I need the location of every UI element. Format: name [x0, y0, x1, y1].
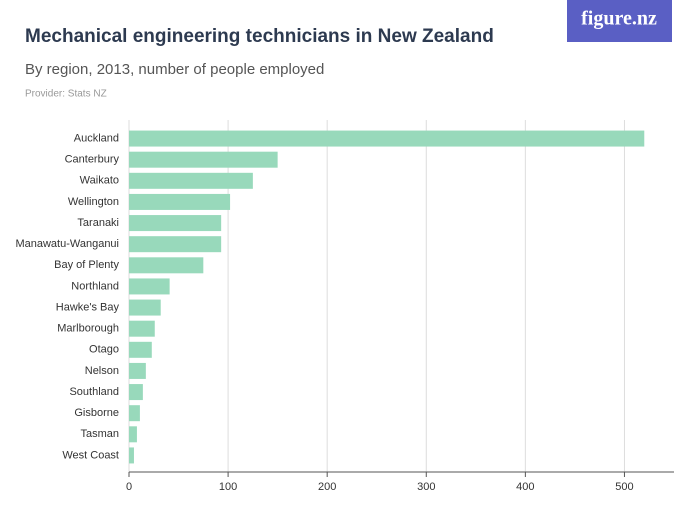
y-tick-label: Canterbury	[65, 154, 120, 166]
bar	[129, 299, 161, 316]
y-tick-label: Manawatu-Wanganui	[15, 238, 119, 250]
x-tick-label: 400	[516, 481, 534, 493]
y-tick-label: Otago	[89, 344, 119, 356]
bar	[129, 447, 134, 464]
bar	[129, 215, 222, 232]
bar	[129, 426, 137, 443]
bar	[129, 236, 222, 253]
logo[interactable]: figure.nz	[581, 8, 657, 30]
y-tick-label: Wellington	[68, 196, 119, 208]
chart-subtitle: By region, 2013, number of people employ…	[25, 61, 324, 78]
bar	[129, 193, 231, 210]
x-tick-label: 500	[615, 481, 633, 493]
bar	[129, 320, 155, 337]
y-tick-label: West Coast	[62, 449, 119, 461]
bar	[129, 362, 146, 379]
provider: Provider: Stats NZ	[25, 89, 107, 100]
y-tick-label: Gisborne	[74, 407, 119, 419]
y-tick-label: Bay of Plenty	[54, 259, 119, 271]
bar	[129, 151, 278, 168]
bar	[129, 278, 170, 295]
y-tick-label: Southland	[69, 386, 119, 398]
x-tick-label: 300	[417, 481, 435, 493]
y-tick-label: Tasman	[80, 428, 119, 440]
y-tick-label: Nelson	[85, 365, 119, 377]
bar	[129, 172, 253, 189]
x-tick-label: 200	[318, 481, 336, 493]
bar	[129, 257, 204, 274]
logo-box	[567, 0, 672, 42]
x-tick-label: 100	[219, 481, 237, 493]
bar	[129, 405, 140, 422]
y-tick-label: Northland	[71, 280, 119, 292]
bar	[129, 384, 143, 401]
y-tick-label: Marlborough	[57, 323, 119, 335]
bar	[129, 341, 152, 358]
y-tick-label: Waikato	[80, 175, 119, 187]
y-tick-label: Auckland	[74, 132, 119, 144]
chart-title: Mechanical engineering technicians in Ne…	[25, 26, 494, 47]
y-tick-label: Taranaki	[77, 217, 119, 229]
y-tick-label: Hawke's Bay	[56, 301, 120, 313]
x-tick-label: 0	[126, 481, 132, 493]
bar	[129, 130, 645, 147]
